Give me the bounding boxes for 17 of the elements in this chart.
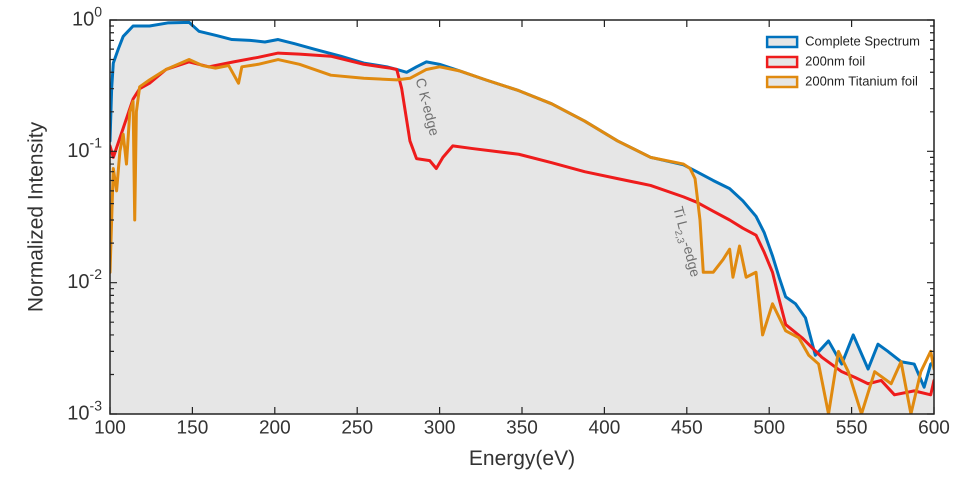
annotation: C K-edge — [412, 76, 443, 138]
y-axis-title: Normalized Intensity — [24, 121, 48, 312]
x-tick-label: 250 — [341, 418, 374, 439]
legend-label: 200nm Titanium foil — [805, 74, 918, 89]
x-tick-label: 400 — [588, 418, 620, 439]
x-axis-title: Energy(eV) — [468, 447, 576, 470]
x-tick-label: 500 — [753, 418, 786, 439]
x-tick-label: 200 — [258, 418, 291, 439]
x-tick-label: 600 — [918, 418, 950, 439]
x-tick-label: 450 — [670, 418, 703, 439]
x-tick-label: 550 — [836, 418, 868, 439]
x-tick-label: 300 — [424, 418, 456, 439]
x-tick-label: 350 — [506, 418, 538, 439]
x-tick-label: 150 — [176, 418, 208, 439]
legend-label: Complete Spectrum — [805, 34, 920, 49]
annotation: Ti L2,3-edge — [670, 204, 704, 279]
legend-label: 200nm foil — [805, 54, 866, 69]
